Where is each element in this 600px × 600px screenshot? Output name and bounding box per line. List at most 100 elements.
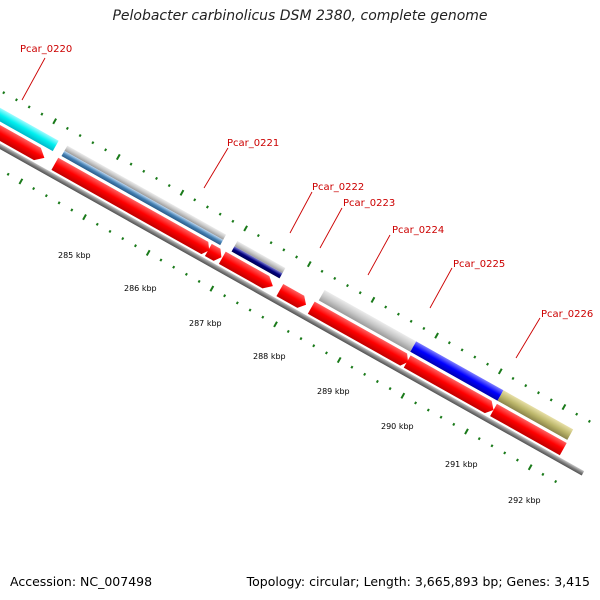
minor-tick bbox=[375, 379, 379, 384]
minor-tick bbox=[396, 312, 400, 316]
minor-tick bbox=[95, 222, 99, 226]
cds-0222[interactable] bbox=[204, 243, 225, 264]
scale-label: 288 kbp bbox=[253, 352, 286, 361]
feature-steelblue[interactable] bbox=[61, 150, 224, 246]
minor-tick bbox=[6, 172, 10, 176]
gene-label[interactable]: Pcar_0220 bbox=[20, 44, 72, 55]
minor-tick bbox=[312, 344, 316, 348]
minor-tick bbox=[388, 387, 392, 391]
minor-tick bbox=[133, 244, 137, 248]
minor-tick bbox=[575, 412, 579, 416]
minor-tick bbox=[511, 376, 515, 381]
major-tick bbox=[209, 285, 215, 292]
scale-label: 292 kbp bbox=[508, 496, 541, 505]
minor-tick bbox=[223, 294, 227, 298]
feature-grey-b[interactable] bbox=[234, 241, 286, 274]
minor-tick bbox=[172, 265, 176, 269]
major-tick bbox=[336, 356, 342, 364]
minor-tick bbox=[409, 319, 413, 323]
minor-tick bbox=[452, 422, 456, 426]
major-tick bbox=[464, 428, 469, 435]
cds-0224[interactable] bbox=[276, 283, 309, 311]
minor-tick bbox=[235, 301, 239, 305]
feature-navy[interactable] bbox=[231, 246, 283, 279]
gene-label[interactable]: Pcar_0221 bbox=[227, 138, 279, 149]
cds-track bbox=[0, 75, 567, 456]
major-tick bbox=[561, 403, 567, 411]
minor-tick bbox=[490, 444, 494, 448]
cds-0226[interactable] bbox=[403, 355, 497, 416]
minor-tick bbox=[587, 419, 591, 423]
minor-tick bbox=[486, 362, 490, 366]
major-tick bbox=[400, 392, 406, 399]
scale-label: 285 kbp bbox=[58, 251, 91, 260]
outer-ticks bbox=[2, 91, 591, 423]
major-tick bbox=[370, 296, 376, 303]
scale-labels: 285 kbp 286 kbp 287 kbp 288 kbp 289 kbp … bbox=[58, 251, 541, 505]
major-tick bbox=[52, 118, 57, 125]
major-tick bbox=[273, 321, 278, 328]
major-tick bbox=[306, 261, 312, 268]
minor-tick bbox=[350, 365, 354, 369]
minor-tick bbox=[460, 348, 464, 352]
minor-tick bbox=[299, 337, 303, 341]
minor-tick bbox=[324, 351, 328, 355]
feature-track bbox=[0, 62, 574, 440]
minor-tick bbox=[269, 241, 273, 245]
minor-tick bbox=[320, 269, 324, 273]
scale-label: 287 kbp bbox=[189, 319, 222, 328]
minor-tick bbox=[541, 472, 545, 476]
gene-label[interactable]: Pcar_0222 bbox=[312, 182, 364, 193]
feature-khaki[interactable] bbox=[497, 390, 574, 440]
minor-tick bbox=[549, 398, 553, 402]
minor-tick bbox=[193, 198, 197, 202]
minor-tick bbox=[65, 126, 69, 130]
cds-0223[interactable] bbox=[218, 251, 276, 293]
scale-label: 286 kbp bbox=[124, 284, 157, 293]
minor-tick bbox=[536, 391, 540, 395]
gene-label[interactable]: Pcar_0223 bbox=[343, 198, 395, 209]
feature-grey-c[interactable] bbox=[318, 289, 417, 352]
minor-tick bbox=[473, 355, 477, 359]
cds-0221[interactable] bbox=[51, 157, 212, 257]
minor-tick bbox=[248, 308, 252, 312]
feature-cyan[interactable] bbox=[0, 62, 59, 152]
scale-ticks bbox=[6, 172, 558, 484]
accession-text: Accession: NC_007498 bbox=[10, 574, 153, 589]
minor-tick bbox=[358, 291, 362, 295]
major-tick bbox=[497, 368, 503, 375]
minor-tick bbox=[282, 248, 286, 252]
gene-label[interactable]: Pcar_0226 bbox=[541, 309, 593, 320]
feature-blue[interactable] bbox=[410, 341, 504, 401]
minor-tick bbox=[40, 112, 44, 116]
minor-tick bbox=[422, 326, 426, 331]
major-tick bbox=[18, 178, 24, 185]
feature-grey-a[interactable] bbox=[64, 145, 227, 240]
gene-label[interactable]: Pcar_0224 bbox=[392, 225, 444, 236]
gene-label-leaders bbox=[21, 57, 541, 359]
minor-tick bbox=[14, 98, 18, 102]
minor-tick bbox=[32, 186, 36, 191]
cds-0225[interactable] bbox=[307, 301, 412, 369]
minor-tick bbox=[477, 437, 481, 441]
minor-tick bbox=[27, 105, 31, 109]
gene-label[interactable]: Pcar_0225 bbox=[453, 259, 505, 270]
gene-labels: Pcar_0220 Pcar_0221 Pcar_0222 Pcar_0223 … bbox=[20, 44, 593, 320]
minor-tick bbox=[426, 408, 430, 412]
minor-tick bbox=[167, 183, 171, 188]
map-title: Pelobacter carbinolicus DSM 2380, comple… bbox=[112, 8, 488, 24]
major-tick bbox=[115, 153, 121, 161]
minor-tick bbox=[524, 384, 528, 388]
minor-tick bbox=[447, 341, 451, 345]
major-tick bbox=[145, 249, 151, 256]
minor-tick bbox=[295, 255, 299, 259]
minor-tick bbox=[78, 133, 82, 138]
minor-tick bbox=[2, 91, 6, 95]
cds-next[interactable] bbox=[490, 403, 567, 456]
major-tick bbox=[179, 189, 185, 196]
minor-tick bbox=[159, 258, 163, 262]
minor-tick bbox=[554, 479, 558, 484]
minor-tick bbox=[44, 194, 48, 198]
cds-0220[interactable] bbox=[0, 75, 48, 164]
